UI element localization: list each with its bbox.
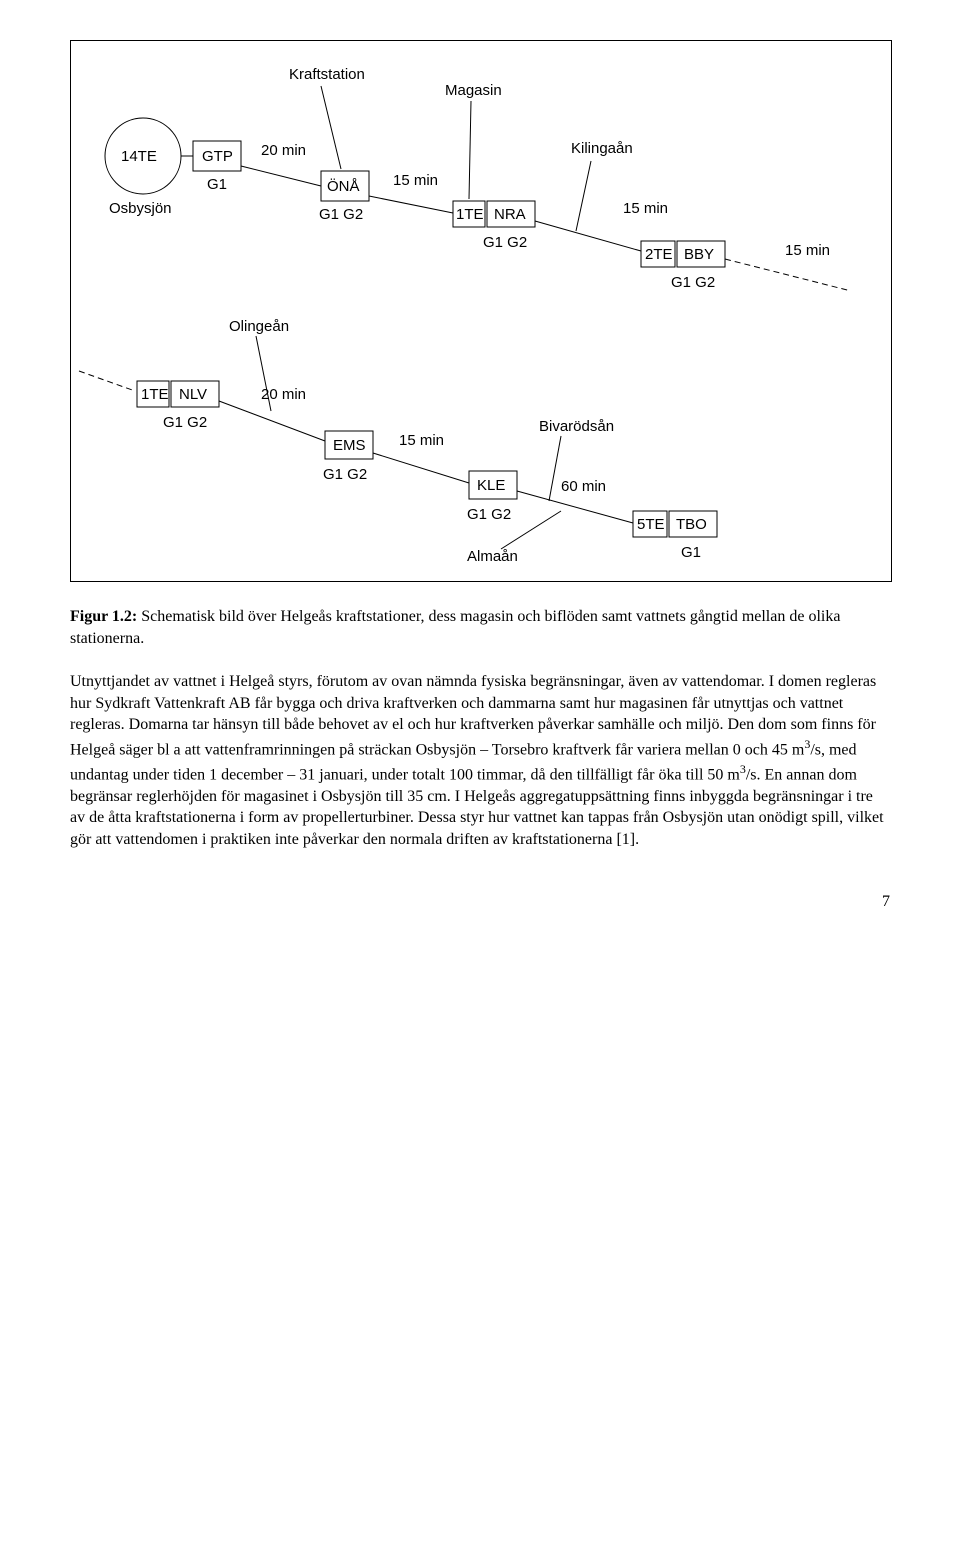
line-nlv-ems <box>219 401 325 441</box>
page-number: 7 <box>70 891 890 913</box>
line-ems-kle <box>373 453 469 483</box>
ptr-bivarodsan <box>549 436 561 501</box>
gtp-sub: G1 <box>207 175 227 195</box>
nlv-sub: G1 G2 <box>163 413 207 433</box>
ona-label: ÖNÅ <box>327 177 360 197</box>
body-paragraph: Utnyttjandet av vattnet i Helgeå styrs, … <box>70 671 890 850</box>
time-ems-kle: 15 min <box>399 431 444 451</box>
line-before-nlv <box>79 371 135 391</box>
time-nlv-ems: 20 min <box>261 385 306 405</box>
ann-olingean: Olingeån <box>229 317 289 337</box>
bby-sub: G1 G2 <box>671 273 715 293</box>
nra-te: 1TE <box>456 205 484 225</box>
nlv-label: NLV <box>179 385 207 405</box>
para-part1: Utnyttjandet av vattnet i Helgeå styrs, … <box>70 673 876 758</box>
ann-bivarodsan: Bivarödsån <box>539 417 614 437</box>
time-ona-nra: 15 min <box>393 171 438 191</box>
nlv-te: 1TE <box>141 385 169 405</box>
ptr-magasin <box>469 101 471 199</box>
ann-kilingaan: Kilingaån <box>571 139 633 159</box>
time-after-bby: 15 min <box>785 241 830 261</box>
ann-kraftstation: Kraftstation <box>289 65 365 85</box>
line-gtp-ona <box>241 166 321 186</box>
osbysjon-label: Osbysjön <box>109 199 172 219</box>
ann-almaan: Almaån <box>467 547 518 567</box>
tbo-label: TBO <box>676 515 707 535</box>
nra-sub: G1 G2 <box>483 233 527 253</box>
kle-label: KLE <box>477 476 505 496</box>
line-after-bby <box>725 259 851 291</box>
bby-te: 2TE <box>645 245 673 265</box>
ptr-kilingaan <box>576 161 591 231</box>
figure-caption: Figur 1.2: Schematisk bild över Helgeås … <box>70 606 890 649</box>
caption-lead: Figur 1.2: <box>70 608 137 625</box>
schematic-diagram: 14TE Osbysjön GTP G1 20 min ÖNÅ G1 G2 15… <box>70 40 892 582</box>
line-ona-nra <box>369 196 453 213</box>
ptr-kraftstation <box>321 86 341 169</box>
diagram-svg <box>71 41 891 581</box>
ann-magasin: Magasin <box>445 81 502 101</box>
nra-label: NRA <box>494 205 526 225</box>
tbo-sub: G1 <box>681 543 701 563</box>
tbo-te: 5TE <box>637 515 665 535</box>
time-gtp-ona: 20 min <box>261 141 306 161</box>
line-nra-bby <box>535 221 641 251</box>
ona-sub: G1 G2 <box>319 205 363 225</box>
time-kle-tbo: 60 min <box>561 477 606 497</box>
osbysjon-te: 14TE <box>121 147 157 167</box>
kle-sub: G1 G2 <box>467 505 511 525</box>
caption-text: Schematisk bild över Helgeås kraftstatio… <box>70 608 840 647</box>
time-nra-bby: 15 min <box>623 199 668 219</box>
gtp-label: GTP <box>202 147 233 167</box>
ems-label: EMS <box>333 436 366 456</box>
ems-sub: G1 G2 <box>323 465 367 485</box>
bby-label: BBY <box>684 245 714 265</box>
